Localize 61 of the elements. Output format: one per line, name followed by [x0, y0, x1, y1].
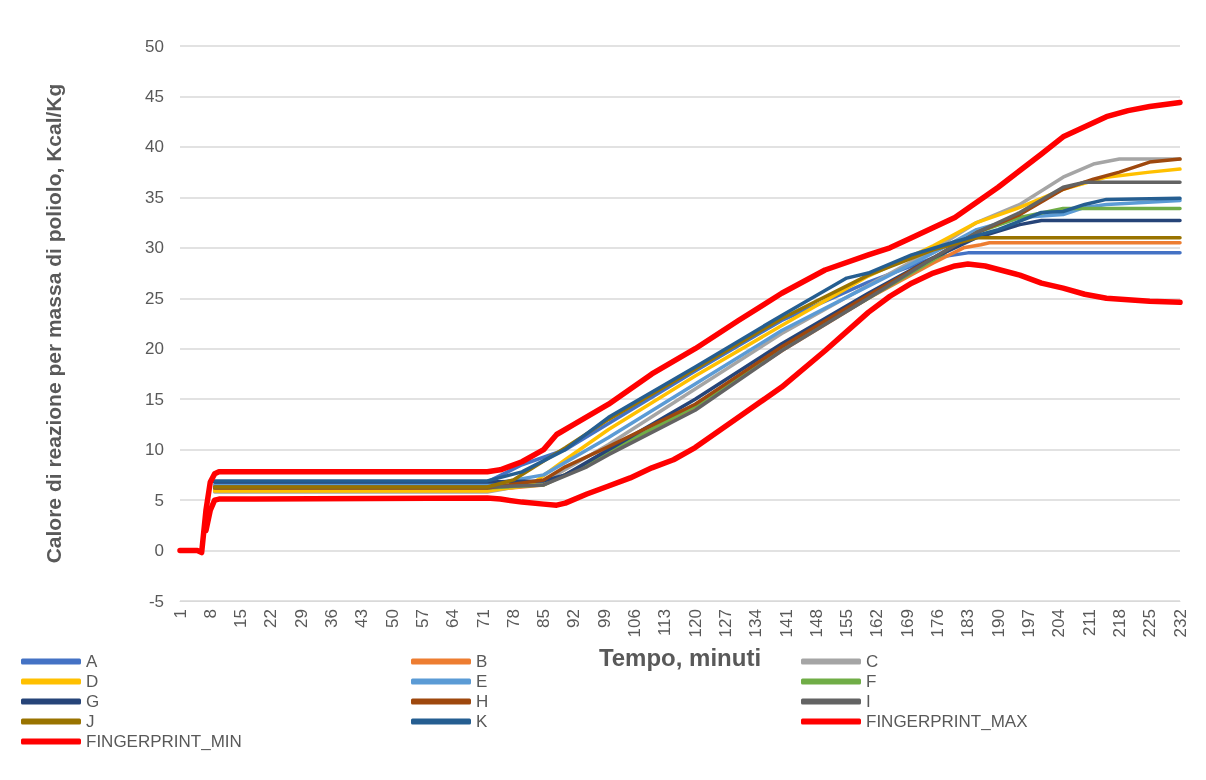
legend-label: E	[476, 672, 488, 691]
y-tick-label: 50	[145, 36, 164, 56]
x-tick-label: 155	[837, 609, 857, 638]
x-tick-label: 148	[806, 609, 826, 638]
y-tick-label: 30	[145, 238, 164, 258]
x-tick-label: 29	[291, 609, 311, 628]
y-tick-label: 40	[145, 137, 164, 157]
x-tick-label: 22	[261, 609, 281, 628]
x-tick-label: 50	[382, 609, 402, 628]
x-tick-label: 8	[200, 609, 220, 619]
y-tick-label: 25	[145, 288, 164, 308]
x-tick-label: 232	[1170, 609, 1190, 638]
x-axis-title: Tempo, minuti	[598, 643, 762, 671]
x-tick-label: 134	[746, 609, 766, 638]
legend-label: F	[866, 672, 877, 691]
x-tick-label: 197	[1018, 609, 1038, 638]
y-tick-label: 5	[154, 490, 164, 510]
legend-label: K	[476, 712, 488, 731]
legend-label: G	[86, 692, 100, 711]
y-tick-label: 20	[145, 339, 164, 359]
x-tick-label: 120	[685, 609, 705, 638]
x-tick-label: 225	[1140, 609, 1160, 638]
x-tick-label: 64	[443, 609, 463, 628]
x-tick-label: 176	[928, 609, 948, 638]
legend-label: D	[86, 672, 99, 691]
x-tick-label: 127	[715, 609, 735, 638]
legend-label: A	[86, 652, 98, 671]
x-tick-label: 106	[625, 609, 645, 638]
x-tick-label: 71	[473, 609, 493, 628]
legend-label: FINGERPRINT_MAX	[866, 712, 1028, 731]
y-tick-label: 45	[145, 86, 164, 106]
x-tick-label: 169	[897, 609, 917, 638]
x-tick-label: 36	[322, 609, 342, 628]
x-tick-label: 141	[776, 609, 796, 638]
y-tick-label: 0	[154, 541, 164, 561]
x-tick-label: 78	[503, 609, 523, 628]
legend-label: H	[476, 692, 489, 711]
x-tick-label: 211	[1079, 609, 1099, 637]
y-tick-label: 35	[145, 187, 164, 207]
legend-label: I	[866, 692, 871, 711]
legend-label: FINGERPRINT_MIN	[86, 732, 242, 751]
x-tick-label: 15	[231, 609, 251, 628]
legend-label: J	[86, 712, 95, 731]
y-axis-title: Calore di reazione per massa di poliolo, Kcal/Kg	[41, 83, 65, 564]
x-tick-label: 85	[534, 609, 554, 628]
y-tick-label: 10	[145, 440, 164, 460]
x-tick-label: 57	[412, 609, 432, 628]
x-tick-label: 204	[1049, 609, 1069, 638]
x-tick-label: 218	[1109, 609, 1129, 638]
legend-label: B	[476, 652, 488, 671]
legend-label: C	[866, 652, 879, 671]
x-tick-label: 92	[564, 609, 584, 628]
x-tick-label: 162	[867, 609, 887, 638]
y-tick-label: 15	[145, 389, 164, 409]
x-tick-label: 1	[170, 609, 190, 619]
x-tick-label: 183	[958, 609, 978, 638]
x-tick-label: 190	[988, 609, 1008, 638]
x-tick-label: 99	[594, 609, 614, 628]
x-tick-label: 43	[352, 609, 372, 628]
x-tick-label: 113	[655, 609, 675, 637]
y-tick-label: -5	[148, 591, 164, 611]
